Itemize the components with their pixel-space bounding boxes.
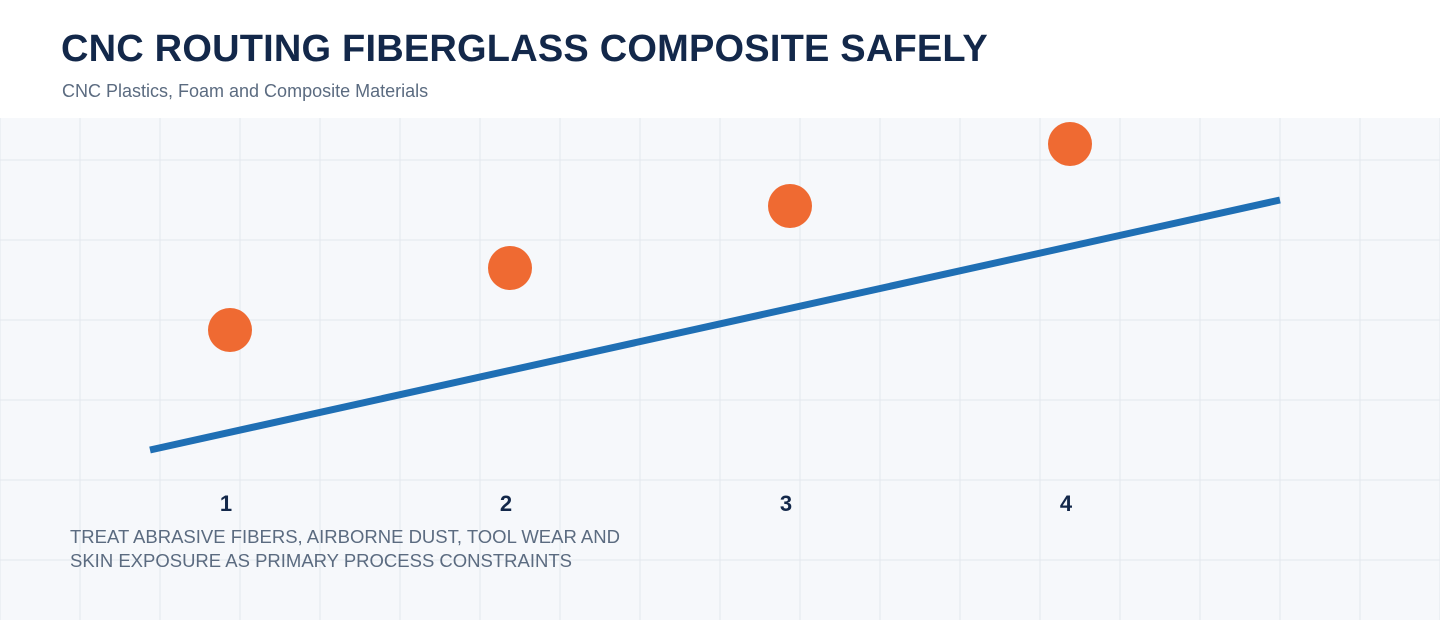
step-marker-4 — [1048, 122, 1092, 166]
step-label-4: 4 — [1060, 491, 1073, 516]
caption-line-1: TREAT ABRASIVE FIBERS, AIRBORNE DUST, TO… — [70, 526, 620, 547]
step-markers — [208, 122, 1092, 352]
step-labels: 1 2 3 4 — [220, 491, 1073, 516]
trend-line — [149, 196, 1281, 454]
step-label-3: 3 — [780, 491, 792, 516]
grid-lines — [0, 118, 1440, 620]
step-marker-2 — [488, 246, 532, 290]
step-marker-1 — [208, 308, 252, 352]
caption: TREAT ABRASIVE FIBERS, AIRBORNE DUST, TO… — [70, 525, 710, 573]
diagram-canvas: 1 2 3 4 — [0, 118, 1440, 620]
header: CNC ROUTING FIBERGLASS COMPOSITE SAFELY … — [0, 0, 1440, 118]
step-marker-3 — [768, 184, 812, 228]
caption-line-2: SKIN EXPOSURE AS PRIMARY PROCESS CONSTRA… — [70, 550, 573, 571]
step-label-2: 2 — [500, 491, 512, 516]
step-label-1: 1 — [220, 491, 232, 516]
page-title: CNC ROUTING FIBERGLASS COMPOSITE SAFELY — [61, 28, 988, 70]
page-subtitle: CNC Plastics, Foam and Composite Materia… — [62, 81, 429, 101]
